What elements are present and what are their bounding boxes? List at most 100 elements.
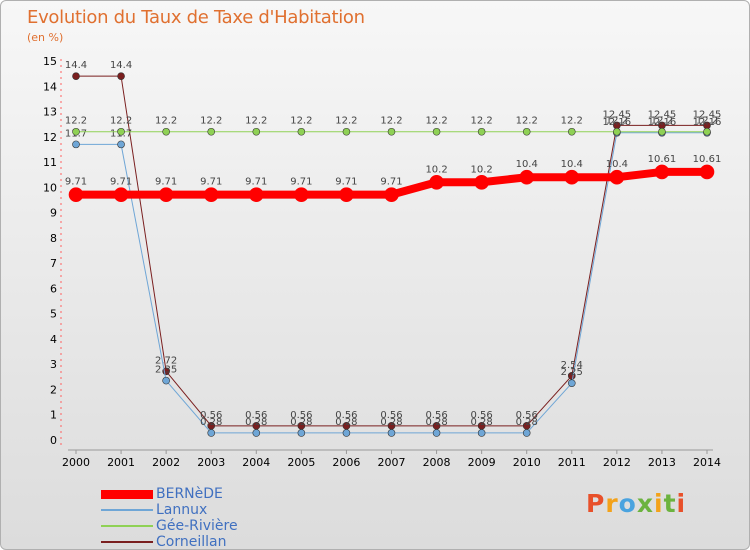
data-point <box>203 187 219 202</box>
data-point <box>339 187 354 202</box>
y-tick-label: 8 <box>50 232 57 245</box>
x-tick-label: 2001 <box>107 456 135 469</box>
chart-title: Evolution du Taux de Taxe d'Habitation <box>27 7 365 28</box>
data-point <box>654 164 670 180</box>
data-label: 9.71 <box>155 177 177 188</box>
data-label: 12.45 <box>648 109 677 120</box>
x-tick-label: 2004 <box>242 456 270 469</box>
data-label: 0.28 <box>425 417 447 428</box>
x-tick-label: 2009 <box>468 456 496 469</box>
legend-swatch <box>101 525 153 527</box>
legend-label: BERNèDE <box>156 486 223 502</box>
data-label: 12.2 <box>380 116 402 127</box>
x-tick-label: 2007 <box>378 456 406 469</box>
legend-label: Lannux <box>156 502 208 518</box>
data-label: 0.56 <box>245 410 267 421</box>
data-point <box>162 376 170 385</box>
data-label: 0.56 <box>290 410 312 421</box>
x-tick-label: 2003 <box>197 456 225 469</box>
data-label: 9.71 <box>245 177 267 188</box>
legend-label: Corneillan <box>156 534 227 550</box>
data-label: 0.56 <box>516 410 538 421</box>
data-label: 9.71 <box>380 177 402 188</box>
data-label: 12.2 <box>561 116 583 127</box>
y-tick-label: 10 <box>43 181 57 194</box>
data-label: 9.71 <box>65 177 87 188</box>
data-point <box>519 169 535 185</box>
data-label: 12.2 <box>290 116 312 127</box>
data-point <box>297 429 306 437</box>
data-label: 12.2 <box>696 116 718 127</box>
data-label: 0.28 <box>335 417 357 428</box>
data-label: 0.56 <box>471 410 493 421</box>
data-point <box>117 72 125 80</box>
data-point <box>342 429 351 437</box>
proxiti-logo: Proxiti <box>586 489 687 518</box>
data-label: 2.72 <box>155 355 177 366</box>
data-point <box>477 429 486 437</box>
y-tick-label: 13 <box>43 106 57 119</box>
data-point <box>609 169 625 185</box>
data-point <box>72 72 80 80</box>
data-point <box>429 174 444 190</box>
data-point <box>252 127 261 136</box>
data-label: 9.71 <box>290 177 312 188</box>
data-label: 12.16 <box>603 117 632 128</box>
data-label: 12.16 <box>648 117 677 128</box>
data-label: 0.28 <box>380 417 402 428</box>
x-tick-label: 2012 <box>603 456 631 469</box>
data-point <box>68 187 84 202</box>
data-point <box>477 127 486 136</box>
x-tick-label: 2008 <box>423 456 451 469</box>
y-tick-label: 12 <box>43 131 57 144</box>
data-label: 0.28 <box>516 417 538 428</box>
legend-swatch <box>101 509 153 511</box>
data-point <box>658 127 666 136</box>
unit-label: (en %) <box>27 31 64 44</box>
data-point <box>387 127 396 136</box>
legend-label: Gée-Rivière <box>156 518 238 534</box>
data-label: 0.28 <box>200 417 222 428</box>
data-label: 12.2 <box>155 116 177 127</box>
data-label: 9.71 <box>335 177 357 188</box>
data-label: 0.28 <box>245 417 267 428</box>
y-tick-label: 15 <box>43 55 57 68</box>
data-point <box>162 127 170 136</box>
data-point <box>72 127 80 136</box>
data-label: 12.2 <box>110 116 132 127</box>
data-point <box>297 127 306 136</box>
data-label: 14.4 <box>110 60 132 71</box>
data-label: 12.45 <box>693 109 722 120</box>
data-point <box>342 127 351 136</box>
data-point <box>384 187 399 202</box>
data-point <box>248 187 264 202</box>
data-point <box>564 169 580 185</box>
data-label: 0.28 <box>471 417 493 428</box>
data-point <box>117 140 125 149</box>
data-point <box>432 429 441 437</box>
y-tick-label: 2 <box>50 383 57 396</box>
y-tick-label: 9 <box>50 207 57 220</box>
data-label: 0.56 <box>200 410 222 421</box>
y-tick-label: 6 <box>50 282 57 295</box>
data-label: 0.28 <box>290 417 312 428</box>
data-label: 9.71 <box>110 177 132 188</box>
data-label: 2.54 <box>561 360 583 371</box>
data-point <box>117 127 125 136</box>
data-label: 12.16 <box>693 117 722 128</box>
data-point <box>158 187 174 202</box>
y-tick-label: 0 <box>50 434 57 447</box>
data-label: 12.2 <box>606 116 628 127</box>
data-label: 12.2 <box>425 116 447 127</box>
data-label: 12.2 <box>651 116 673 127</box>
data-point <box>567 127 576 136</box>
y-tick-label: 4 <box>50 333 57 346</box>
data-label: 12.2 <box>516 116 538 127</box>
data-label: 10.2 <box>425 164 447 175</box>
data-label: 10.61 <box>693 154 722 165</box>
legend-swatch <box>101 541 153 543</box>
data-label: 12.2 <box>65 116 87 127</box>
data-label: 2.35 <box>155 365 177 376</box>
data-label: 14.4 <box>65 60 87 71</box>
